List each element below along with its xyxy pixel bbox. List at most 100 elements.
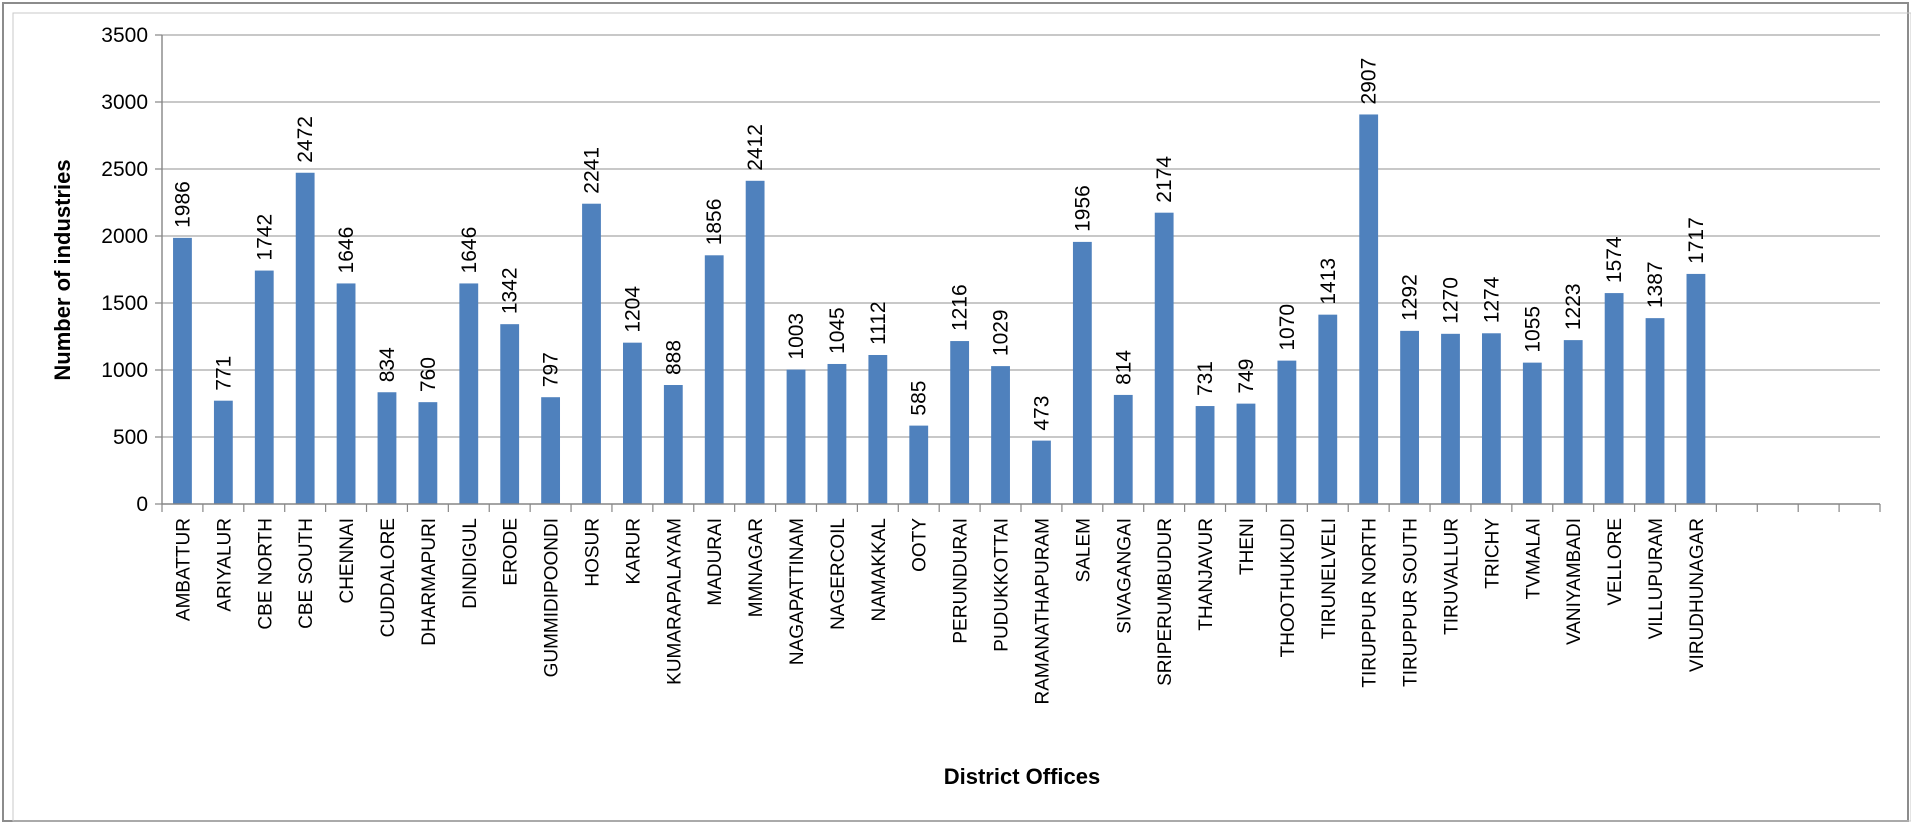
x-tick-label: MMNAGAR — [746, 518, 767, 617]
data-label: 1956 — [1071, 185, 1094, 232]
x-tick-label: SALEM — [1073, 518, 1094, 582]
bar — [1563, 340, 1583, 504]
x-tick-label: PUDUKKOTTAI — [992, 518, 1013, 652]
bar — [418, 402, 438, 504]
y-tick-label: 3000 — [101, 91, 148, 114]
bar — [1072, 241, 1092, 504]
x-tick-label: CBE SOUTH — [296, 518, 317, 629]
data-labels: 1986 771 1742 2472 1646 834 760 1646 1342 797 2241… — [171, 58, 1707, 431]
x-tick-labels: AMBATTUR ARIYALUR CBE NORTH CBE SOUTH CHENNA… — [173, 518, 1707, 705]
bar — [1686, 273, 1706, 504]
y-axis-title: Number of industries — [50, 159, 75, 380]
x-tick-label: DHARMAPURI — [419, 518, 440, 646]
y-tick-label: 0 — [136, 493, 148, 516]
bar — [745, 180, 765, 505]
bar — [173, 237, 192, 504]
data-label: 2241 — [581, 147, 604, 194]
chart-inner-border — [12, 12, 1911, 822]
x-tick-label: TIRUPPUR NORTH — [1360, 518, 1381, 688]
x-tick-label: TIRUVALLUR — [1442, 518, 1463, 635]
bar — [1113, 394, 1133, 504]
bar — [582, 203, 601, 504]
data-label: 2472 — [294, 116, 317, 163]
bar — [704, 255, 724, 504]
data-label: 1986 — [171, 181, 194, 228]
data-label: 771 — [212, 356, 235, 391]
x-tick-label: NAGAPATTINAM — [787, 518, 808, 665]
bar — [1032, 440, 1051, 504]
x-tick-label: MADURAI — [705, 518, 726, 606]
data-label: 1413 — [1317, 258, 1340, 305]
bar — [909, 425, 929, 504]
x-tick-label: CBE NORTH — [255, 518, 276, 630]
bar — [377, 392, 397, 504]
x-tick-label: THENI — [1237, 518, 1258, 575]
data-label: 888 — [662, 340, 685, 375]
bar — [786, 369, 806, 504]
data-label: 731 — [1194, 361, 1217, 396]
bar — [1277, 360, 1297, 504]
data-label: 2907 — [1358, 58, 1381, 105]
bar — [991, 366, 1010, 504]
data-label: 1717 — [1685, 217, 1708, 264]
data-label: 1112 — [867, 301, 890, 345]
bar — [213, 400, 233, 504]
x-tick-label: THANJAVUR — [1196, 518, 1217, 631]
bar — [1400, 330, 1420, 504]
bar — [1481, 333, 1501, 504]
data-label: 814 — [1112, 350, 1135, 385]
data-label: 760 — [417, 357, 440, 392]
bar — [1604, 293, 1624, 504]
data-label: 1204 — [621, 286, 644, 333]
x-tick-label: PERUNDURAI — [951, 518, 972, 644]
bar — [295, 172, 315, 504]
data-label: 1646 — [458, 227, 481, 274]
bars — [173, 114, 1706, 505]
y-tick-label: 2000 — [101, 225, 148, 248]
bar — [663, 385, 683, 504]
x-tick-label: VIRUDHUNAGAR — [1687, 518, 1708, 672]
y-tick-label: 1500 — [101, 292, 148, 315]
bar — [1441, 333, 1460, 504]
x-tick-label: VILLUPURAM — [1646, 518, 1667, 639]
gridlines — [162, 34, 1880, 438]
data-label: 585 — [908, 381, 931, 416]
bar — [541, 397, 561, 504]
bar — [827, 363, 847, 504]
bar — [622, 342, 642, 504]
data-label: 1387 — [1644, 261, 1667, 308]
x-tick-label: VELLORE — [1605, 518, 1626, 606]
y-tick-label: 2500 — [101, 158, 148, 181]
data-label: 1274 — [1480, 276, 1503, 323]
x-tick-label: SRIPERUMBUDUR — [1155, 518, 1176, 686]
data-label: 2412 — [744, 124, 767, 171]
x-tick-label: NAGERCOIL — [828, 518, 849, 630]
bar — [500, 324, 520, 504]
x-tick-label: KARUR — [623, 518, 644, 585]
axes — [155, 34, 1881, 512]
bar — [336, 283, 356, 504]
bar — [1645, 318, 1665, 504]
data-label: 1055 — [1521, 306, 1544, 353]
data-label: 1646 — [335, 227, 358, 274]
x-tick-label: OOTY — [910, 518, 931, 572]
x-tick-label: ARIYALUR — [214, 518, 235, 612]
bar — [1195, 406, 1215, 504]
bar — [254, 270, 274, 504]
x-tick-label: GUMMIDIPOONDI — [542, 518, 563, 677]
x-tick-label: ERODE — [501, 518, 522, 586]
bar — [868, 354, 888, 504]
bar — [1359, 114, 1379, 504]
data-label: 834 — [376, 347, 399, 382]
bar — [1236, 403, 1256, 504]
data-label: 1216 — [949, 284, 972, 331]
y-tick-label: 1000 — [101, 359, 148, 382]
x-tick-label: KUMARAPALAYAM — [664, 518, 685, 685]
data-label: 1856 — [703, 199, 726, 246]
data-label: 749 — [1235, 359, 1258, 394]
x-tick-label: SIVAGANGAI — [1114, 518, 1135, 634]
data-label: 1342 — [499, 267, 522, 314]
y-tick-label: 3500 — [101, 24, 148, 47]
data-label: 1742 — [253, 214, 276, 261]
